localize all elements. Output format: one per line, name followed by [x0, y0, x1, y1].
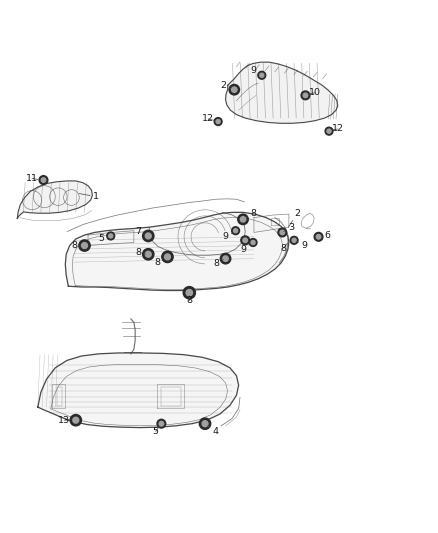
- Circle shape: [260, 73, 264, 77]
- Circle shape: [109, 234, 113, 238]
- Circle shape: [162, 251, 173, 263]
- Circle shape: [301, 91, 310, 100]
- Circle shape: [290, 236, 298, 244]
- Circle shape: [249, 239, 257, 246]
- Circle shape: [145, 233, 151, 239]
- Circle shape: [251, 240, 255, 245]
- Circle shape: [186, 289, 192, 296]
- Circle shape: [145, 252, 151, 257]
- Text: 4: 4: [208, 426, 219, 436]
- Text: 2: 2: [288, 209, 300, 227]
- Circle shape: [202, 421, 208, 426]
- Text: 8: 8: [246, 209, 256, 218]
- Text: 8: 8: [186, 296, 192, 305]
- Text: 13: 13: [58, 416, 70, 425]
- Circle shape: [159, 422, 164, 426]
- Polygon shape: [65, 212, 289, 290]
- Circle shape: [214, 118, 222, 125]
- Circle shape: [292, 238, 296, 243]
- Circle shape: [41, 178, 46, 182]
- Circle shape: [143, 230, 154, 241]
- Circle shape: [240, 216, 246, 222]
- Circle shape: [39, 176, 48, 184]
- Circle shape: [243, 238, 247, 243]
- Circle shape: [325, 127, 333, 135]
- Circle shape: [278, 228, 287, 237]
- Text: 9: 9: [250, 67, 259, 75]
- Text: 8: 8: [154, 257, 163, 266]
- Circle shape: [220, 253, 231, 264]
- Text: 8: 8: [135, 248, 146, 257]
- Circle shape: [232, 227, 240, 235]
- Circle shape: [183, 287, 195, 299]
- Text: 9: 9: [240, 244, 250, 254]
- Circle shape: [199, 418, 211, 430]
- Circle shape: [143, 248, 154, 260]
- Circle shape: [327, 129, 331, 133]
- Text: 9: 9: [297, 241, 307, 250]
- Circle shape: [314, 232, 323, 241]
- Circle shape: [216, 119, 220, 124]
- Text: 8: 8: [71, 241, 81, 250]
- Circle shape: [241, 236, 250, 245]
- Circle shape: [81, 243, 88, 248]
- Circle shape: [73, 417, 79, 423]
- Circle shape: [79, 240, 90, 251]
- Circle shape: [157, 419, 166, 428]
- Circle shape: [233, 229, 238, 233]
- Polygon shape: [226, 62, 338, 123]
- Circle shape: [70, 415, 81, 426]
- Polygon shape: [38, 353, 239, 427]
- Circle shape: [238, 214, 248, 224]
- Text: 5: 5: [153, 426, 159, 436]
- Circle shape: [316, 235, 321, 239]
- Text: 12: 12: [332, 125, 344, 133]
- Text: 1: 1: [79, 192, 99, 201]
- Circle shape: [303, 93, 308, 98]
- Text: 9: 9: [223, 232, 232, 241]
- Circle shape: [232, 87, 237, 92]
- Polygon shape: [17, 181, 92, 219]
- Circle shape: [165, 254, 170, 260]
- Text: 8: 8: [214, 260, 223, 269]
- Text: 10: 10: [309, 88, 321, 97]
- Text: 12: 12: [202, 115, 214, 124]
- Text: 2: 2: [220, 81, 230, 90]
- Text: 11: 11: [26, 174, 38, 183]
- Circle shape: [229, 84, 240, 95]
- Text: 3: 3: [284, 223, 294, 232]
- Circle shape: [258, 71, 266, 79]
- Text: 8: 8: [281, 243, 288, 253]
- Circle shape: [223, 256, 228, 261]
- Circle shape: [107, 232, 115, 240]
- Text: 6: 6: [321, 231, 330, 239]
- Text: 7: 7: [135, 227, 145, 236]
- Text: 5: 5: [98, 233, 107, 243]
- Circle shape: [280, 230, 285, 235]
